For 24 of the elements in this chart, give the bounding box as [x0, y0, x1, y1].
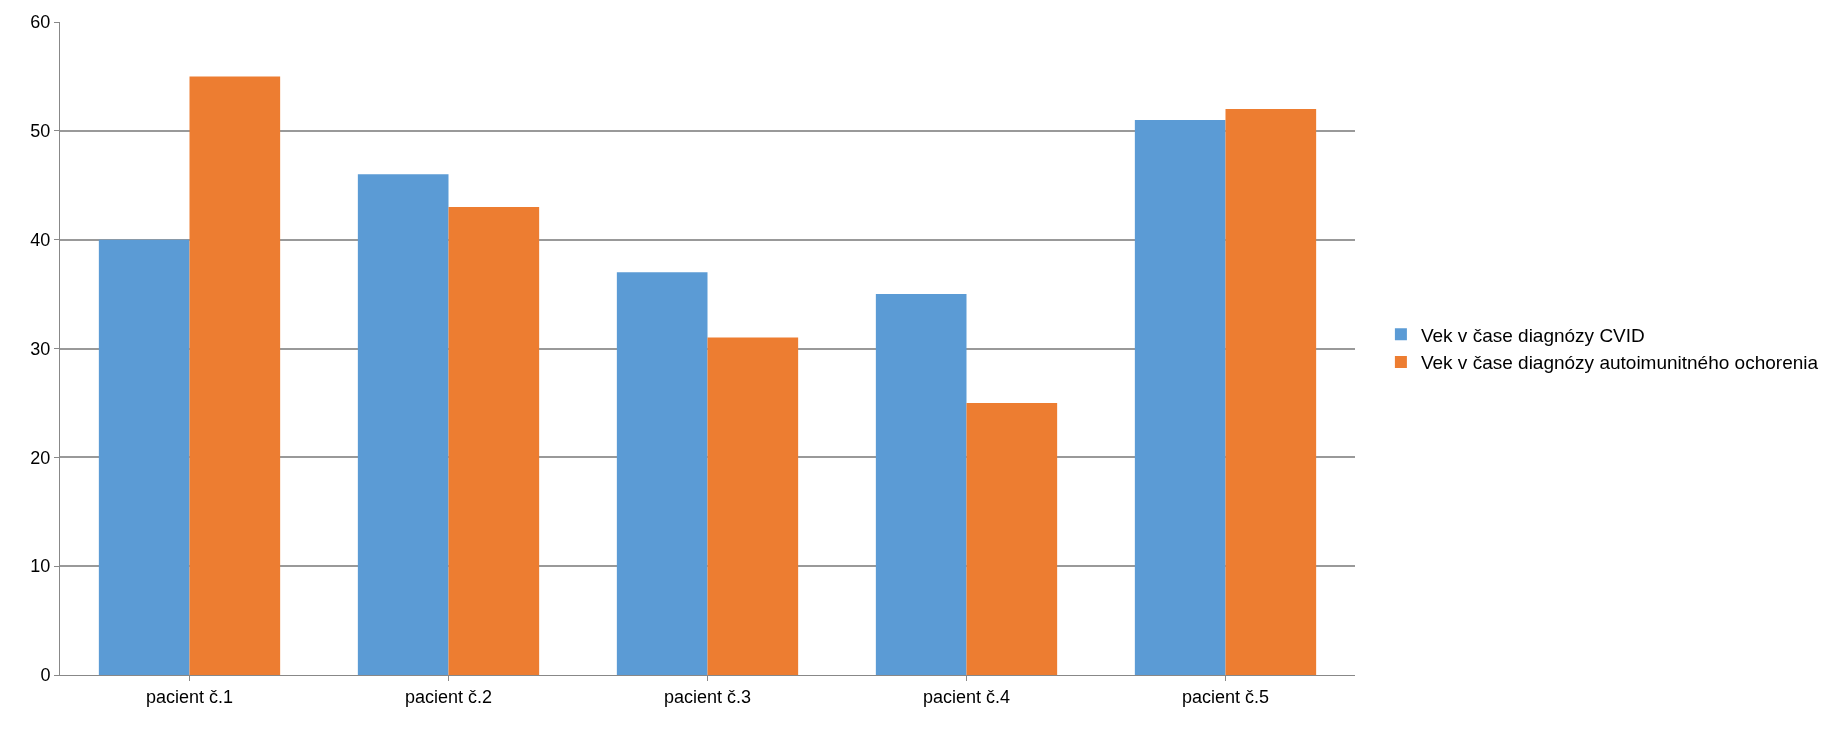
bar	[616, 272, 708, 675]
bar	[875, 294, 967, 675]
y-tick-label: 50	[30, 121, 51, 142]
x-tick-label: pacient č.1	[145, 686, 234, 707]
x-tick-label: pacient č.3	[663, 686, 752, 707]
bar	[357, 174, 449, 675]
bar	[1225, 109, 1317, 675]
x-tick-label: pacient č.4	[922, 686, 1011, 707]
y-tick-label: 60	[30, 12, 51, 33]
bar	[448, 207, 540, 675]
bar	[707, 337, 799, 675]
x-tick-label: pacient č.5	[1181, 686, 1270, 707]
x-tick-label: pacient č.2	[404, 686, 493, 707]
legend-label: Vek v čase diagnózy CVID	[1420, 324, 1645, 346]
y-tick-label: 40	[30, 229, 51, 250]
y-tick-label: 10	[30, 556, 51, 577]
bar	[1134, 119, 1226, 675]
bar	[189, 76, 281, 675]
bar	[966, 402, 1058, 675]
y-tick-label: 30	[30, 338, 51, 359]
y-tick-label: 20	[30, 447, 51, 468]
y-tick-label: 0	[40, 665, 51, 686]
legend-label: Vek v čase diagnózy autoimunitného ochorenia	[1420, 352, 1819, 374]
bar	[98, 239, 190, 675]
